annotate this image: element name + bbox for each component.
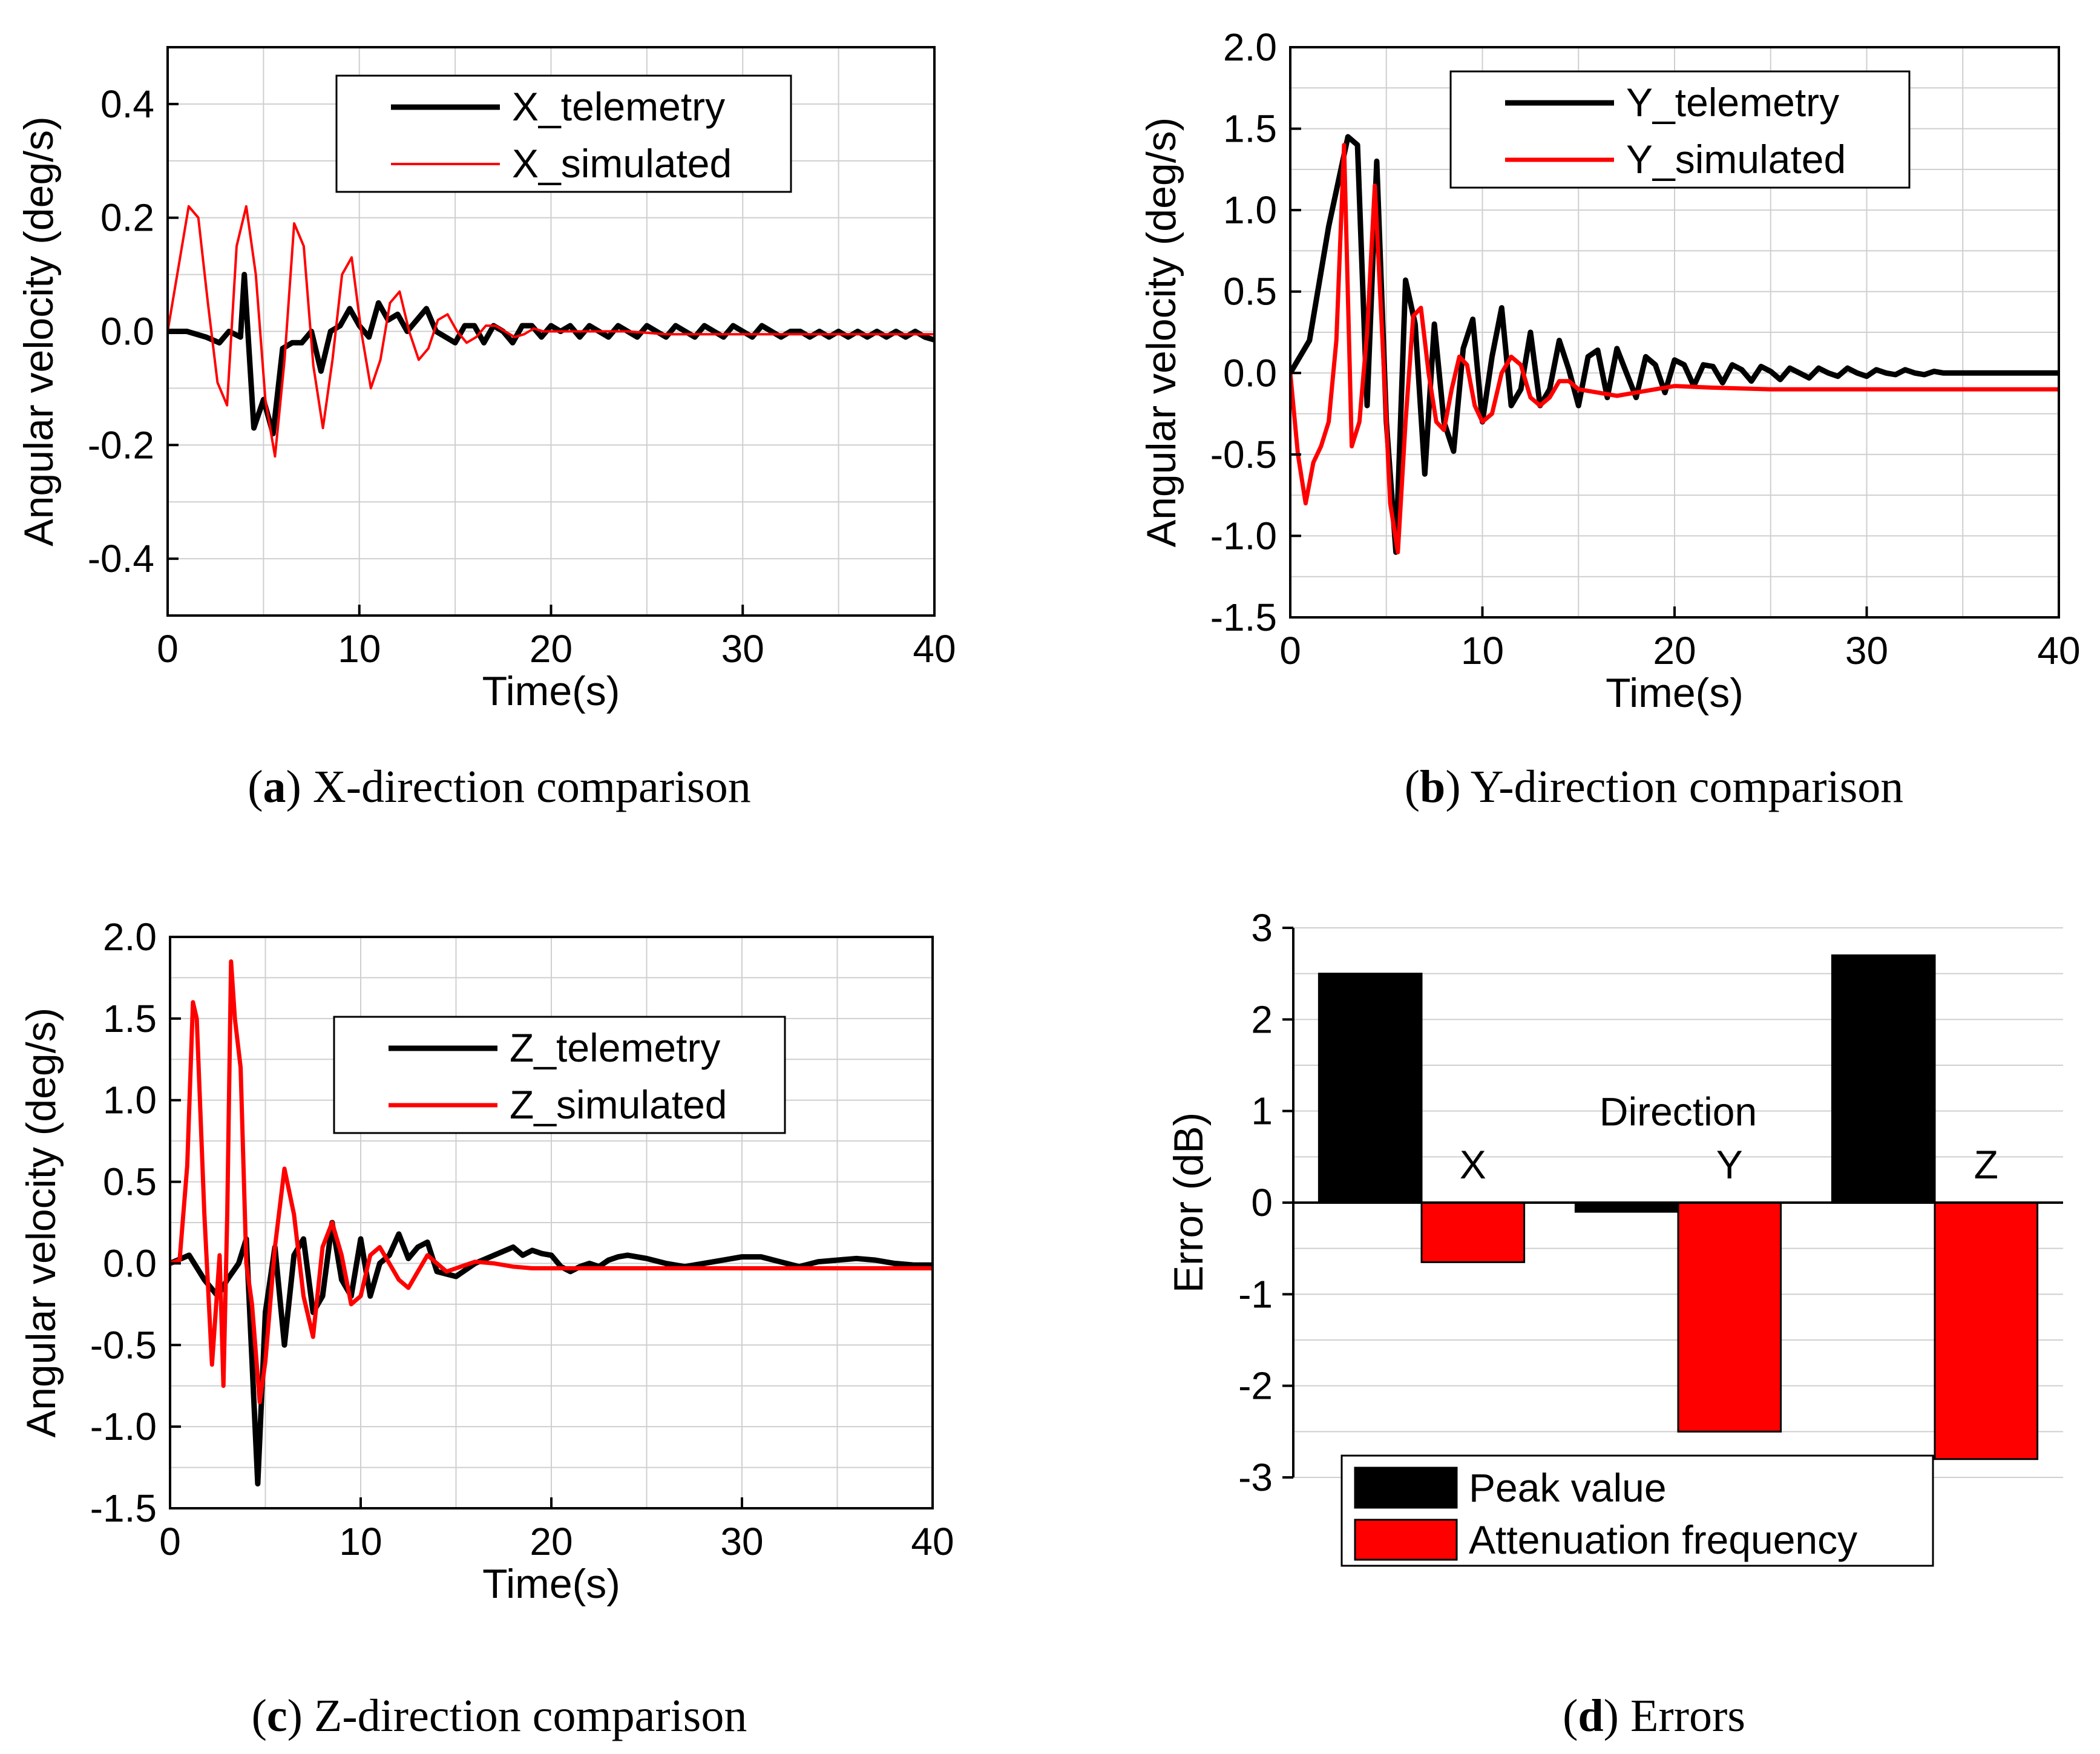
bar-d-X-0 [1317, 973, 1423, 1204]
caption-c: (c) Z-direction comparison [252, 1690, 747, 1741]
ylabel-b: Angular velocity (deg/s) [1138, 117, 1184, 548]
ytick-label-b-0: -1.5 [1210, 596, 1277, 639]
xtick-label-a-2: 20 [530, 627, 573, 671]
xlabel-a: Time(s) [482, 668, 620, 714]
ytick-label-c-6: 1.5 [103, 997, 157, 1040]
ytick-label-c-0: -1.5 [90, 1486, 157, 1530]
bar-d-X-1 [1420, 1201, 1526, 1263]
ytick-label-a-3: 0.2 [100, 196, 154, 240]
xlabel-c: Time(s) [482, 1561, 620, 1607]
ytick-label-b-5: 1.0 [1223, 188, 1277, 232]
legend-label-a-0: X_telemetry [512, 84, 725, 129]
xtick-label-c-0: 0 [159, 1520, 181, 1563]
caption-a-letter: a [263, 761, 286, 812]
ytick-label-c-1: -1.0 [90, 1405, 157, 1448]
legend-label-d-1: Attenuation frequency [1469, 1517, 1857, 1562]
ytick-label-b-4: 0.5 [1223, 270, 1277, 314]
series-line-c-Z_telemetry [170, 1220, 933, 1486]
ytick-label-b-2: -0.5 [1210, 433, 1277, 476]
ytick-label-c-5: 1.0 [103, 1079, 157, 1122]
xlabel-b: Time(s) [1606, 670, 1744, 716]
xtick-label-a-3: 30 [721, 627, 764, 671]
panel-a-x-direction: 0 10 20 30 40 -0.4 -0.2 0.0 0.2 0.4 Time(s) Angular… [16, 46, 956, 714]
caption-b-letter: b [1420, 761, 1445, 812]
ytick-label-d-3: 0 [1251, 1181, 1273, 1224]
ytick-label-a-2: 0.0 [100, 310, 154, 353]
ytick-label-d-2: -1 [1238, 1272, 1273, 1316]
ytick-label-b-6: 1.5 [1223, 107, 1277, 151]
category-label-d-0: X [1460, 1142, 1486, 1187]
legend-box-b [1449, 70, 1911, 189]
bar-d-Y-1 [1677, 1201, 1782, 1433]
caption-b: (b) Y-direction comparison [1405, 761, 1904, 812]
ytick-label-d-0: -3 [1238, 1456, 1273, 1499]
caption-c-letter: c [267, 1690, 287, 1741]
caption-c-text: Z-direction comparison [303, 1690, 747, 1741]
ytick-label-d-6: 3 [1251, 906, 1273, 950]
ytick-label-a-1: -0.2 [88, 423, 154, 467]
bar-d-Z-0 [1831, 954, 1936, 1204]
xtick-label-b-4: 40 [2037, 629, 2080, 672]
xtick-label-c-1: 10 [339, 1520, 382, 1563]
xtick-label-b-1: 10 [1461, 629, 1504, 672]
xtick-label-b-3: 30 [1845, 629, 1888, 672]
caption-d-text: Errors [1619, 1690, 1745, 1741]
caption-d-letter: d [1578, 1690, 1603, 1741]
xtick-label-c-3: 30 [720, 1520, 763, 1563]
xtick-label-c-4: 40 [911, 1520, 954, 1563]
xtick-label-a-1: 10 [338, 627, 381, 671]
legend-swatch-d-1 [1354, 1519, 1458, 1561]
ytick-label-c-2: -0.5 [90, 1323, 157, 1367]
ytick-label-c-3: 0.0 [103, 1241, 157, 1285]
category-label-d-1: Y [1716, 1142, 1743, 1187]
legend-label-d-0: Peak value [1469, 1465, 1667, 1510]
ylabel-c: Angular velocity (deg/s) [18, 1008, 64, 1438]
ytick-label-d-5: 2 [1251, 997, 1273, 1041]
caption-a-text: X-direction comparison [301, 761, 751, 812]
xtick-label-c-2: 20 [530, 1520, 573, 1563]
caption-d: (d) Errors [1563, 1690, 1745, 1741]
xtick-label-b-0: 0 [1279, 629, 1301, 672]
xtick-label-a-4: 40 [913, 627, 956, 671]
series-line-a-X_simulated [168, 205, 934, 458]
ytick-label-a-4: 0.4 [100, 82, 154, 126]
panel-d-errors: X Y Z Direction -3 -2 -1 0 1 2 3 Error (dB) Peak val… [1166, 906, 2063, 1567]
legend-box-c [333, 1016, 786, 1134]
legend-label-b-1: Y_simulated [1626, 137, 1846, 182]
panel-b-y-direction: 0 10 20 30 40 -1.5 -1.0 -0.5 0.0 0.5 1.0 1.5 2.0 Time… [1138, 25, 2081, 716]
legend-box-a [335, 74, 792, 193]
ytick-label-c-4: 0.5 [103, 1160, 157, 1204]
ylabel-a: Angular velocity (deg/s) [16, 116, 62, 547]
series-line-b-Y_simulated [1290, 143, 2059, 554]
ytick-label-b-3: 0.0 [1223, 351, 1277, 395]
legend-label-b-0: Y_telemetry [1626, 80, 1839, 125]
ytick-label-c-7: 2.0 [103, 915, 157, 959]
series-line-c-Z_simulated [170, 959, 933, 1405]
category-label-d-2: Z [1974, 1142, 1998, 1187]
ytick-label-a-0: -0.4 [88, 537, 154, 580]
series-line-b-Y_telemetry [1290, 134, 2059, 555]
legend-label-a-1: X_simulated [512, 141, 732, 186]
legend-label-c-0: Z_telemetry [510, 1025, 720, 1070]
ytick-label-b-1: -1.0 [1210, 514, 1277, 557]
ytick-label-d-1: -2 [1238, 1364, 1273, 1408]
ylabel-d: Error (dB) [1166, 1112, 1212, 1293]
panel-c-z-direction: 0 10 20 30 40 -1.5 -1.0 -0.5 0.0 0.5 1.0 1.5 2.0 Time… [18, 915, 954, 1607]
bar-d-Z-1 [1934, 1201, 2039, 1460]
legend-swatch-d-0 [1354, 1467, 1458, 1509]
xtick-label-b-2: 20 [1653, 629, 1696, 672]
ytick-label-d-4: 1 [1251, 1089, 1273, 1133]
legend-label-c-1: Z_simulated [510, 1082, 727, 1127]
xtick-label-a-0: 0 [157, 627, 179, 671]
caption-a: (a) X-direction comparison [248, 761, 751, 812]
caption-b-text: Y-direction comparison [1461, 761, 1904, 812]
bar-d-Y-0 [1574, 1201, 1679, 1213]
ytick-label-b-7: 2.0 [1223, 25, 1277, 69]
xlabel-d: Direction [1600, 1089, 1757, 1134]
